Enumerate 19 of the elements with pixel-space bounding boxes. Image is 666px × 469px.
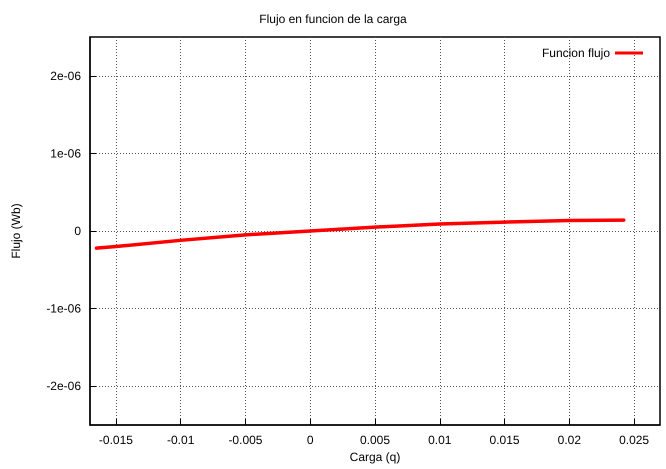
x-axis-title: Carga (q) <box>350 450 400 464</box>
y-tick-label: 0 <box>74 224 82 238</box>
x-tick-label: 0.01 <box>428 433 452 447</box>
y-tick-label: 1e-06 <box>50 146 82 160</box>
x-tick-label: -0.015 <box>98 433 134 447</box>
legend-label: Funcion flujo <box>542 46 610 60</box>
x-tick-label: -0.005 <box>228 433 263 447</box>
x-tick-label: 0.025 <box>619 433 650 447</box>
y-axis-title: Flujo (Wb) <box>9 203 23 259</box>
y-tick-label: -1e-06 <box>46 302 82 316</box>
x-tick-label: -0.01 <box>167 433 195 447</box>
y-tick-label: -2e-06 <box>46 379 82 394</box>
x-tick-label: 0.02 <box>558 433 582 447</box>
line-series <box>94 218 626 250</box>
x-tick-label: 0.015 <box>490 433 520 447</box>
x-tick-label: 0.005 <box>360 433 390 447</box>
chart-title: Flujo en funcion de la carga <box>259 12 408 26</box>
y-tick-label: 2e-06 <box>50 68 82 83</box>
x-tick-label: 0 <box>306 433 314 447</box>
